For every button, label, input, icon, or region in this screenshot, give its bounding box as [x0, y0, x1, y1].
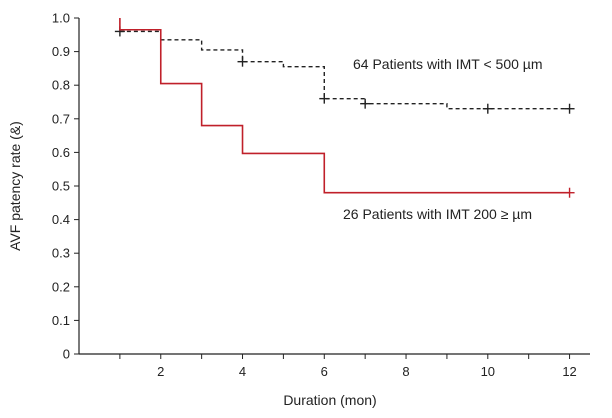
annotation-series-0: 64 Patients with IMT < 500 µm — [353, 56, 543, 72]
x-tick-label: 6 — [321, 364, 328, 379]
x-tick-label: 8 — [402, 364, 409, 379]
y-tick-label: 0.8 — [52, 78, 70, 93]
series-0-censor-mark — [360, 98, 371, 109]
series-0-censor-mark — [482, 103, 493, 114]
series-layer — [114, 18, 575, 198]
y-tick-label: 0.7 — [52, 111, 70, 126]
series-1-line — [119, 18, 570, 194]
x-tick-label: 10 — [481, 364, 495, 379]
y-tick-label: 0.2 — [52, 279, 70, 294]
y-tick-label: 1.0 — [52, 11, 70, 26]
series-1-censor-mark — [564, 187, 575, 198]
annotation-layer: 64 Patients with IMT < 500 µm 26 Patient… — [343, 56, 543, 222]
x-tick-label: 12 — [562, 364, 576, 379]
y-tick-label: 0.9 — [52, 44, 70, 59]
series-0-censor-mark — [237, 56, 248, 67]
x-tick-label: 4 — [239, 364, 246, 379]
y-tick-label: 0.5 — [52, 179, 70, 194]
axes: 0 0.1 0.2 0.3 0.4 0.5 0.6 0.7 0.8 0.9 1.0 2 4 6 8 10 12 — [52, 11, 590, 379]
series-0-line — [119, 30, 570, 110]
y-tick-label: 0.6 — [52, 145, 70, 160]
y-tick-label: 0.3 — [52, 246, 70, 261]
x-axis-title: Duration (mon) — [283, 392, 376, 408]
series-0-censor-mark — [564, 103, 575, 114]
y-tick-label: 0.4 — [52, 212, 70, 227]
y-axis-title: AVF patency rate (&) — [7, 121, 23, 251]
x-tick-label: 2 — [157, 364, 164, 379]
y-tick-label: 0 — [63, 347, 70, 362]
series-0-censor-mark — [319, 93, 330, 104]
y-tick-label: 0.1 — [52, 313, 70, 328]
annotation-series-1: 26 Patients with IMT 200 ≥ µm — [343, 206, 532, 222]
